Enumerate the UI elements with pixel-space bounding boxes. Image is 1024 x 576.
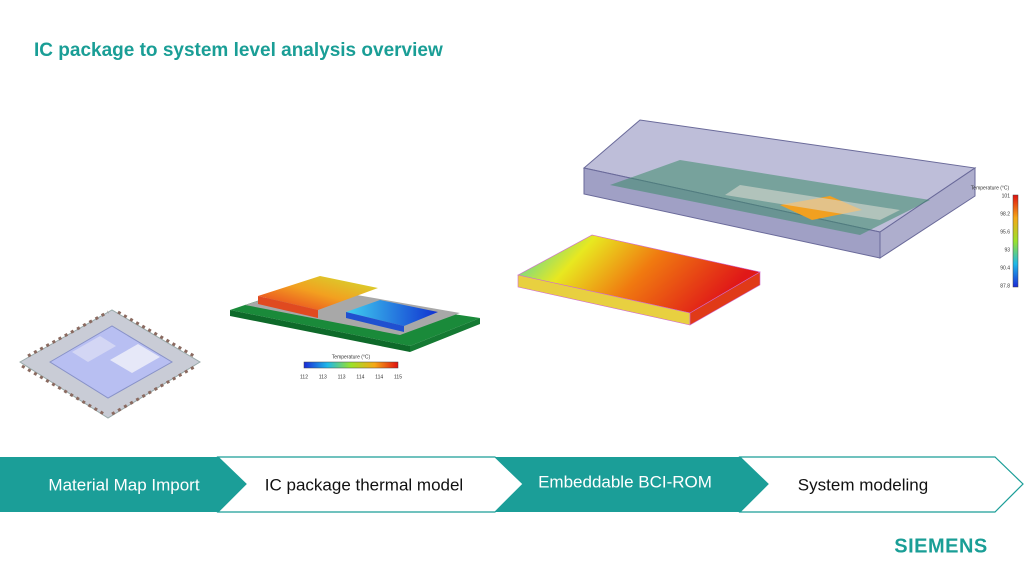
colorbar-tick-label: 113	[338, 374, 346, 380]
colorbar-tick-label: 95.6	[1000, 229, 1010, 235]
package-colorbar: Temperature (°C) 112 113 113 114 114 115	[300, 354, 402, 380]
rom-illustration	[517, 234, 761, 326]
colorbar-tick-label: 87.8	[1000, 283, 1010, 289]
colorbar-tick-label: 115	[394, 374, 402, 380]
system-colorbar: Temperature (°C) 101 98.2 95.6 93 90.4 87.8	[971, 185, 1019, 289]
colorbar-tick-label: 114	[356, 374, 364, 380]
package-illustration	[230, 276, 480, 352]
step-label: System modeling	[798, 475, 928, 494]
colorbar-tick-label: 93	[1004, 247, 1010, 253]
chip-illustration	[19, 309, 201, 419]
process-step	[738, 456, 1024, 513]
step-label: Material Map Import	[48, 475, 199, 494]
slide-title: IC package to system level analysis over…	[34, 40, 443, 61]
step-label: IC package thermal model	[265, 475, 463, 494]
colorbar-title: Temperature (°C)	[332, 354, 371, 360]
colorbar-tick-label: 101	[1002, 193, 1011, 199]
process-step	[495, 457, 768, 512]
step-label: Embeddable BCI-ROM	[538, 472, 712, 491]
process-flow: Material Map Import IC package thermal m…	[0, 456, 1024, 513]
colorbar-tick-label: 90.4	[1000, 265, 1010, 271]
process-step	[0, 457, 246, 512]
colorbar-tick-label: 98.2	[1000, 211, 1010, 217]
colorbar-tick-label: 112	[300, 374, 308, 380]
colorbar-tick-label: 114	[375, 374, 383, 380]
logo: SIEMENS	[894, 535, 988, 557]
system-illustration	[582, 119, 977, 259]
colorbar-tick-label: 113	[319, 374, 327, 380]
colorbar-title: Temperature (°C)	[971, 185, 1010, 191]
